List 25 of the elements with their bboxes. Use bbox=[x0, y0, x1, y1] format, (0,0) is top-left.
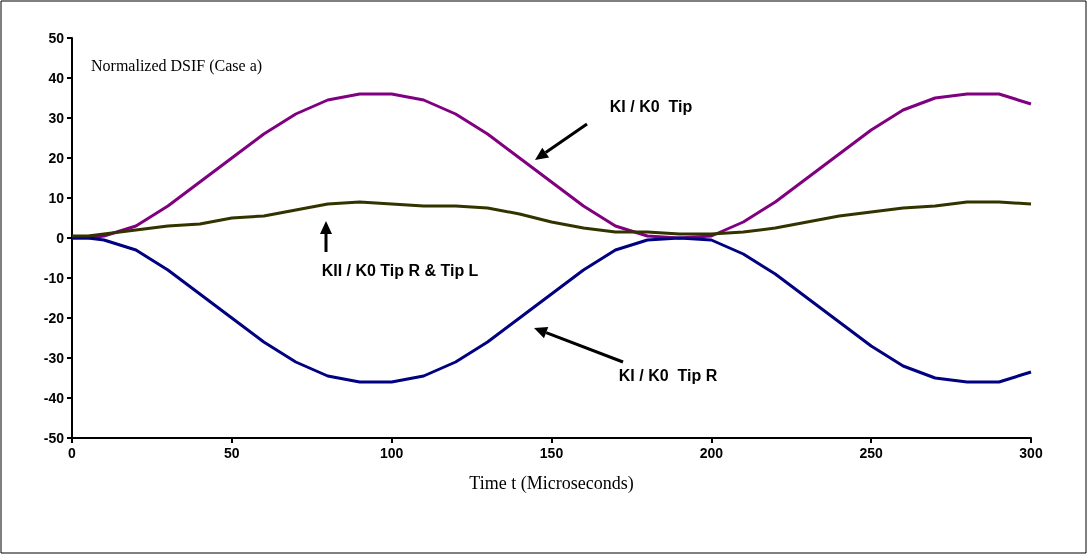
annotation: KII / K0 Tip R & Tip L bbox=[321, 261, 479, 279]
y-tick-label: 50 bbox=[48, 30, 65, 46]
x-tick-label: 250 bbox=[859, 445, 884, 461]
y-tick-label: -50 bbox=[43, 430, 65, 446]
line-series bbox=[70, 200, 1033, 238]
x-tick-label: 150 bbox=[539, 445, 564, 461]
y-tick-label: 40 bbox=[48, 70, 65, 86]
x-tick-label: 0 bbox=[68, 445, 77, 461]
annotation: KI / K0 Tip bbox=[609, 97, 693, 115]
y-tick-label: 10 bbox=[48, 190, 65, 206]
y-tick-label: -40 bbox=[43, 390, 65, 406]
x-tick-label: 50 bbox=[224, 445, 240, 461]
annotation: KI / K0 Tip R bbox=[618, 366, 718, 384]
y-tick-label: -30 bbox=[43, 350, 65, 366]
x-tick-label: 200 bbox=[699, 445, 724, 461]
y-tick-label: -20 bbox=[43, 310, 65, 326]
y-tick-label: -10 bbox=[43, 270, 65, 286]
x-tick-label: 300 bbox=[1019, 445, 1043, 461]
x-axis-title: Time t (Microseconds) bbox=[469, 473, 634, 494]
y-tick-label: 20 bbox=[48, 150, 65, 166]
text: Normalized DSIF (Case a) bbox=[91, 56, 263, 75]
x-tick-label: 100 bbox=[379, 445, 404, 461]
line-series bbox=[70, 236, 1033, 384]
y-tick-label: 30 bbox=[48, 110, 65, 126]
y-tick-label: 0 bbox=[56, 230, 65, 246]
